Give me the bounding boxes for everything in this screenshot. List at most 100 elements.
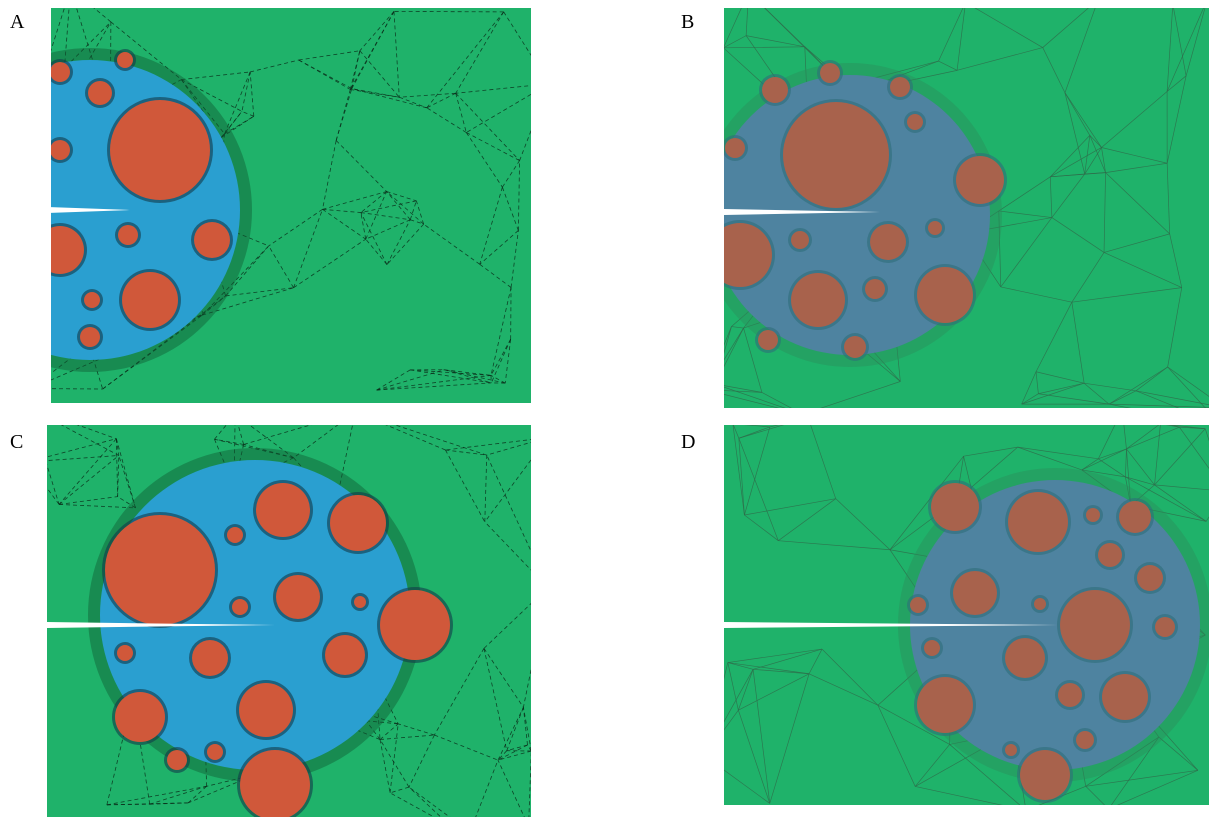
mesh-edge	[877, 704, 950, 745]
mesh-edge	[181, 79, 225, 135]
aggregate	[240, 750, 310, 817]
aggregate	[51, 140, 70, 160]
aggregate	[80, 327, 100, 347]
mesh-edge	[974, 8, 1043, 48]
mesh-edge	[724, 385, 762, 393]
mesh-edge	[379, 739, 410, 788]
mesh-edge	[359, 11, 395, 52]
aggregate	[890, 77, 910, 97]
mesh-edge	[386, 191, 411, 220]
mesh-edge	[1117, 769, 1199, 805]
mesh-edge	[351, 88, 400, 98]
mesh-edge	[434, 648, 485, 736]
mesh-edge	[1166, 8, 1204, 92]
mesh-edge	[188, 773, 257, 804]
mesh-edge	[335, 140, 387, 192]
mesh-edge	[877, 705, 916, 787]
mesh-edge	[393, 425, 487, 456]
mesh-edge	[1038, 382, 1085, 395]
mesh-edge	[224, 115, 255, 135]
aggregate	[232, 599, 248, 615]
aggregate	[791, 273, 845, 327]
mesh-edge	[727, 662, 754, 670]
mesh-edge	[58, 455, 120, 505]
mesh-edge	[444, 369, 492, 384]
aggregate	[953, 571, 997, 615]
mesh-edge	[1098, 458, 1126, 478]
mesh-edge	[386, 191, 417, 202]
mesh-edge	[58, 438, 117, 505]
mesh-edge	[502, 187, 519, 231]
mesh-edge	[778, 540, 890, 551]
aggregate	[115, 692, 165, 742]
mesh-edge	[293, 238, 366, 289]
mesh-edge	[1103, 252, 1182, 288]
aggregate	[325, 635, 365, 675]
mesh-edge	[486, 441, 531, 456]
aggregate	[117, 52, 133, 68]
aggregate	[917, 267, 973, 323]
mesh-edge	[506, 707, 524, 751]
mesh-edge	[250, 59, 299, 73]
mesh-edge	[738, 438, 745, 516]
mesh-edge	[1021, 371, 1037, 405]
mesh-edge	[408, 786, 451, 817]
mesh-edge	[998, 176, 1051, 212]
mesh-edge	[1169, 233, 1183, 288]
mesh-edge	[444, 369, 506, 384]
mesh-edge	[351, 88, 427, 109]
mesh-edge	[724, 326, 732, 354]
mesh-edge	[733, 418, 808, 424]
mesh-edge	[915, 786, 1003, 805]
mesh-edge	[1084, 135, 1091, 175]
mesh-edge	[528, 750, 531, 817]
mesh-edge	[268, 208, 323, 247]
mesh-edge	[102, 295, 226, 390]
mesh-edge	[1017, 446, 1082, 471]
aggregate	[1102, 674, 1148, 720]
mesh-edge	[117, 496, 136, 509]
mesh-edge	[744, 425, 770, 428]
mesh-edge	[214, 438, 244, 445]
mesh-edge	[1158, 736, 1199, 771]
mesh-panel	[724, 418, 1209, 805]
mesh-edge	[399, 96, 427, 109]
mesh-edge	[47, 464, 60, 505]
mesh-edge	[365, 238, 388, 265]
mesh-edge	[76, 425, 117, 440]
mesh-edge	[1126, 426, 1180, 450]
mesh-edge	[738, 438, 779, 541]
mesh-edge	[724, 669, 754, 723]
mesh-edge	[233, 457, 294, 487]
aggregate	[1005, 638, 1045, 678]
mesh-edge	[821, 648, 879, 706]
mesh-edge	[1000, 217, 1053, 288]
mesh-edge	[1089, 135, 1102, 148]
mesh-edge	[426, 107, 467, 133]
mesh-edge	[106, 785, 207, 806]
mesh-edge	[1071, 302, 1085, 384]
mesh-edge	[322, 140, 337, 210]
mesh-edge	[497, 750, 508, 761]
aggregate	[330, 495, 386, 551]
mesh-edge	[466, 132, 520, 161]
aggregate	[88, 81, 112, 105]
aggregate	[118, 225, 138, 245]
aggregate	[928, 221, 942, 235]
mesh-edge	[956, 8, 966, 71]
panel-label: C	[10, 431, 23, 453]
mesh-edge	[497, 750, 531, 761]
aggregate	[110, 100, 210, 200]
mesh-edge	[1126, 448, 1132, 506]
mesh-edge	[738, 426, 770, 439]
mesh-edge	[360, 212, 367, 240]
mesh-edge	[724, 8, 742, 48]
mesh-edge	[1135, 366, 1168, 392]
mesh-edge	[1108, 403, 1209, 408]
crack	[724, 622, 1058, 628]
mesh-edge	[360, 191, 387, 213]
mesh-edge	[386, 219, 411, 265]
mesh-edge	[475, 759, 499, 817]
mesh-edge	[727, 648, 823, 663]
